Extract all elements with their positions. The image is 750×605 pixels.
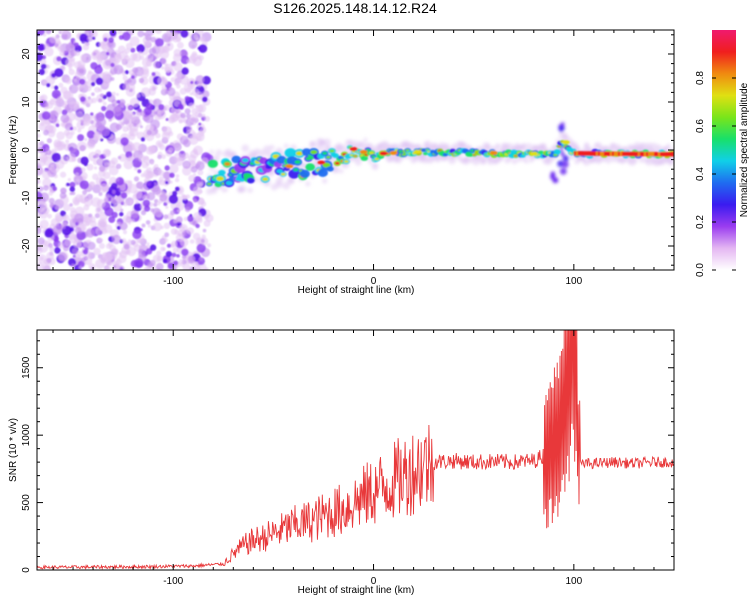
top-y-tick-label: 20 <box>21 48 32 60</box>
signal-ridge <box>205 122 674 195</box>
top-x-tick-label: 100 <box>565 276 582 287</box>
spectrogram-heatmap <box>37 30 674 270</box>
colorbar <box>712 30 736 270</box>
bottom-y-tick-label: 500 <box>21 494 32 511</box>
top-chart-title: S126.2025.148.14.12.R24 <box>273 0 437 16</box>
top-y-axis-label: Frequency (Hz) <box>8 116 19 185</box>
bottom-x-axis-label: Height of straight line (km) <box>298 585 415 596</box>
colorbar-tick-label: 0.6 <box>695 119 706 133</box>
snr-series-line <box>37 330 674 570</box>
colorbar-tick-label: 0.0 <box>695 263 706 277</box>
colorbar-label: Normalized spectral amplitude <box>739 82 750 217</box>
colorbar-ticks: 0.0 0.2 0.4 0.6 0.8 <box>695 71 736 277</box>
top-y-tick-label: 10 <box>21 96 32 108</box>
bottom-x-tick-label: -100 <box>163 576 183 587</box>
colorbar-tick-label: 0.8 <box>695 71 706 85</box>
top-x-tick-label: 0 <box>371 276 377 287</box>
bottom-y-tick-label: 0 <box>21 567 32 573</box>
top-y-tick-label: 0 <box>21 147 32 153</box>
top-y-tick-label: -10 <box>21 190 32 205</box>
bottom-y-tick-label: 1500 <box>21 356 32 379</box>
noise-region <box>37 30 214 270</box>
bottom-x-tick-label: 0 <box>371 576 377 587</box>
top-x-tick-label: -100 <box>163 276 183 287</box>
bottom-y-tick-label: 1000 <box>21 424 32 447</box>
top-y-tick-label: -20 <box>21 238 32 253</box>
bottom-y-axis-label: SNR (10 * v/v) <box>8 418 19 482</box>
colorbar-tick-label: 0.2 <box>695 215 706 229</box>
snr-plot-area <box>37 330 674 570</box>
colorbar-tick-label: 0.4 <box>695 167 706 181</box>
bottom-plot-frame <box>36 329 675 571</box>
bottom-x-tick-label: 100 <box>565 576 582 587</box>
top-x-axis-label: Height of straight line (km) <box>298 285 415 296</box>
